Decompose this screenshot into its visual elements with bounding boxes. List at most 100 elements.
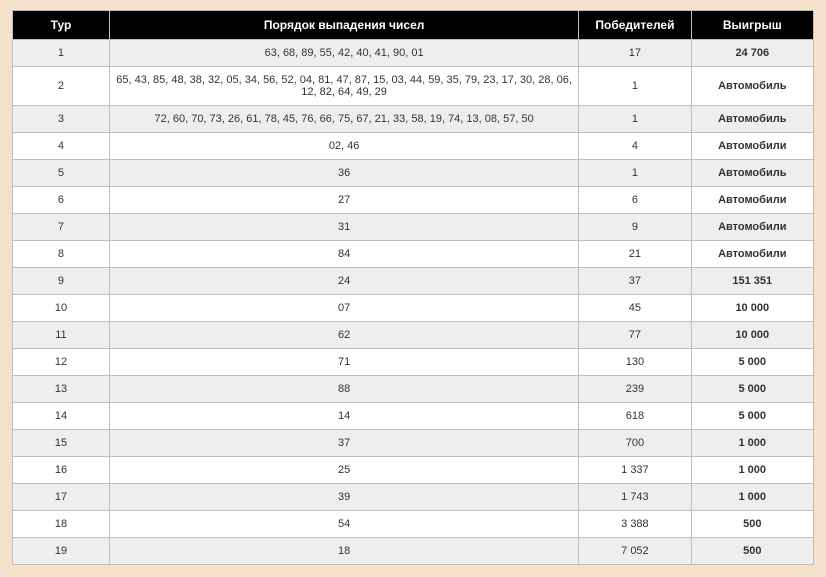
table-row: 6276Автомобили	[13, 187, 814, 214]
table-row: 13882395 000	[13, 376, 814, 403]
cell-winners: 4	[579, 133, 691, 160]
cell-numbers: 14	[109, 403, 578, 430]
cell-winners: 700	[579, 430, 691, 457]
cell-prize: Автомобили	[691, 214, 813, 241]
cell-prize: 151 351	[691, 268, 813, 295]
cell-numbers: 71	[109, 349, 578, 376]
cell-prize: 500	[691, 538, 813, 565]
table-row: 265, 43, 85, 48, 38, 32, 05, 34, 56, 52,…	[13, 67, 814, 106]
cell-winners: 239	[579, 376, 691, 403]
cell-winners: 1 337	[579, 457, 691, 484]
cell-numbers: 25	[109, 457, 578, 484]
cell-numbers: 65, 43, 85, 48, 38, 32, 05, 34, 56, 52, …	[109, 67, 578, 106]
cell-tur: 2	[13, 67, 110, 106]
cell-winners: 1	[579, 160, 691, 187]
cell-winners: 618	[579, 403, 691, 430]
cell-numbers: 72, 60, 70, 73, 26, 61, 78, 45, 76, 66, …	[109, 106, 578, 133]
table-row: 19187 052500	[13, 538, 814, 565]
cell-tur: 5	[13, 160, 110, 187]
cell-prize: 5 000	[691, 403, 813, 430]
cell-prize: 500	[691, 511, 813, 538]
cell-numbers: 24	[109, 268, 578, 295]
table-row: 163, 68, 89, 55, 42, 40, 41, 90, 011724 …	[13, 40, 814, 67]
cell-tur: 9	[13, 268, 110, 295]
cell-winners: 45	[579, 295, 691, 322]
cell-winners: 130	[579, 349, 691, 376]
table-row: 16251 3371 000	[13, 457, 814, 484]
cell-numbers: 27	[109, 187, 578, 214]
header-winners: Победителей	[579, 11, 691, 40]
cell-numbers: 39	[109, 484, 578, 511]
cell-winners: 6	[579, 187, 691, 214]
table-row: 17391 7431 000	[13, 484, 814, 511]
cell-winners: 17	[579, 40, 691, 67]
table-header-row: Тур Порядок выпадения чисел Победителей …	[13, 11, 814, 40]
cell-winners: 37	[579, 268, 691, 295]
cell-tur: 14	[13, 403, 110, 430]
cell-tur: 13	[13, 376, 110, 403]
cell-numbers: 84	[109, 241, 578, 268]
cell-numbers: 02, 46	[109, 133, 578, 160]
results-table: Тур Порядок выпадения чисел Победителей …	[12, 10, 814, 565]
cell-prize: 1 000	[691, 457, 813, 484]
cell-prize: Автомобили	[691, 241, 813, 268]
cell-prize: 10 000	[691, 322, 813, 349]
cell-numbers: 88	[109, 376, 578, 403]
table-row: 5361Автомобиль	[13, 160, 814, 187]
cell-winners: 9	[579, 214, 691, 241]
table-row: 88421Автомобили	[13, 241, 814, 268]
cell-numbers: 63, 68, 89, 55, 42, 40, 41, 90, 01	[109, 40, 578, 67]
page-wrapper: Тур Порядок выпадения чисел Победителей …	[0, 0, 826, 571]
cell-prize: 5 000	[691, 349, 813, 376]
table-row: 10074510 000	[13, 295, 814, 322]
cell-prize: 10 000	[691, 295, 813, 322]
cell-winners: 3 388	[579, 511, 691, 538]
cell-prize: Автомобиль	[691, 160, 813, 187]
cell-numbers: 54	[109, 511, 578, 538]
cell-tur: 11	[13, 322, 110, 349]
cell-numbers: 62	[109, 322, 578, 349]
header-tur: Тур	[13, 11, 110, 40]
cell-winners: 21	[579, 241, 691, 268]
cell-tur: 16	[13, 457, 110, 484]
table-row: 7319Автомобили	[13, 214, 814, 241]
table-row: 402, 464Автомобили	[13, 133, 814, 160]
cell-prize: Автомобиль	[691, 67, 813, 106]
cell-tur: 17	[13, 484, 110, 511]
cell-prize: 24 706	[691, 40, 813, 67]
cell-tur: 6	[13, 187, 110, 214]
table-row: 18543 388500	[13, 511, 814, 538]
cell-prize: 1 000	[691, 430, 813, 457]
cell-winners: 1	[579, 67, 691, 106]
cell-tur: 10	[13, 295, 110, 322]
table-row: 372, 60, 70, 73, 26, 61, 78, 45, 76, 66,…	[13, 106, 814, 133]
cell-tur: 12	[13, 349, 110, 376]
cell-numbers: 18	[109, 538, 578, 565]
cell-prize: Автомобиль	[691, 106, 813, 133]
cell-tur: 19	[13, 538, 110, 565]
cell-prize: Автомобили	[691, 133, 813, 160]
cell-tur: 8	[13, 241, 110, 268]
table-row: 12711305 000	[13, 349, 814, 376]
cell-tur: 1	[13, 40, 110, 67]
cell-winners: 7 052	[579, 538, 691, 565]
cell-numbers: 36	[109, 160, 578, 187]
table-row: 15377001 000	[13, 430, 814, 457]
cell-prize: 1 000	[691, 484, 813, 511]
table-row: 14146185 000	[13, 403, 814, 430]
cell-winners: 1	[579, 106, 691, 133]
cell-prize: 5 000	[691, 376, 813, 403]
table-row: 11627710 000	[13, 322, 814, 349]
header-prize: Выигрыш	[691, 11, 813, 40]
cell-tur: 4	[13, 133, 110, 160]
table-row: 92437151 351	[13, 268, 814, 295]
cell-numbers: 07	[109, 295, 578, 322]
cell-numbers: 37	[109, 430, 578, 457]
cell-winners: 1 743	[579, 484, 691, 511]
cell-numbers: 31	[109, 214, 578, 241]
cell-tur: 3	[13, 106, 110, 133]
header-numbers: Порядок выпадения чисел	[109, 11, 578, 40]
cell-tur: 18	[13, 511, 110, 538]
cell-prize: Автомобили	[691, 187, 813, 214]
cell-tur: 7	[13, 214, 110, 241]
